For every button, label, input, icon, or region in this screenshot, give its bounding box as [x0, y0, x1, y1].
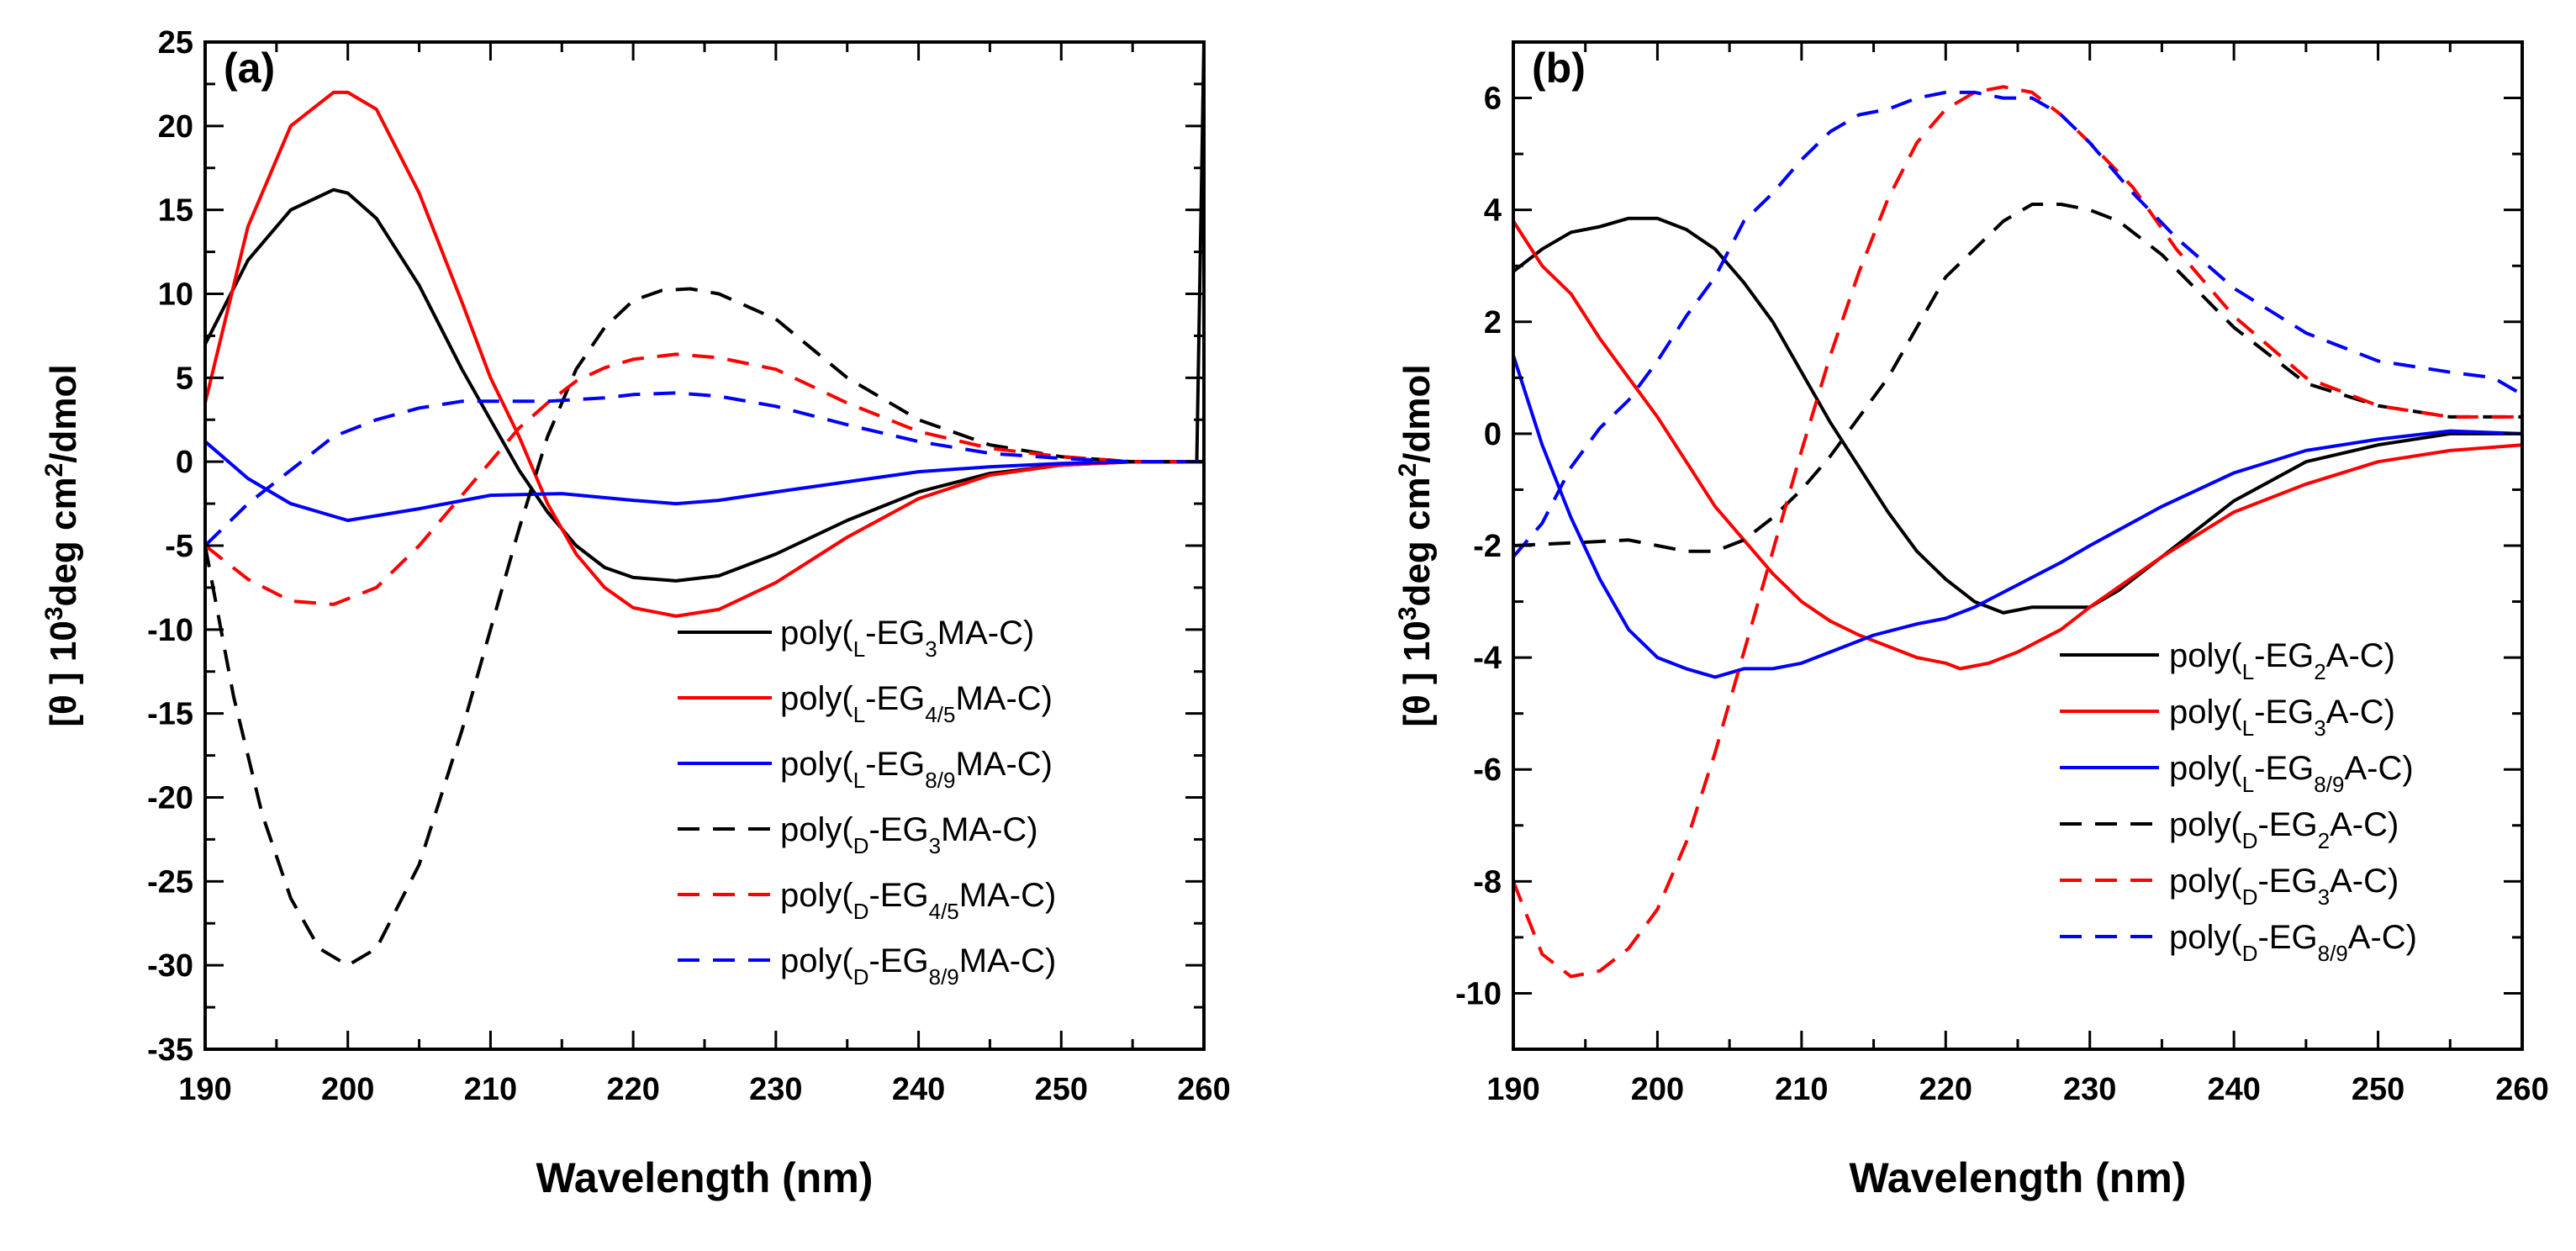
- x-tick-label: 230: [2063, 1072, 2116, 1107]
- series-line-6: [205, 391, 1204, 547]
- series-group: [1513, 85, 2522, 979]
- x-tick-label: 260: [2495, 1072, 2548, 1107]
- y-tick-label: 15: [158, 193, 193, 229]
- legend-entry: poly(D-EG4/5MA-C): [780, 877, 1056, 924]
- legend-entry: poly(L-EG4/5MA-C): [780, 680, 1053, 727]
- legend-entry: poly(L-EG3MA-C): [780, 615, 1034, 662]
- series-line-2: [205, 90, 1204, 618]
- legend-entry: poly(D-EG2A-C): [2169, 806, 2399, 853]
- panel-label: (b): [1532, 45, 1586, 92]
- legend-entry: poly(L-EG3A-C): [2169, 694, 2395, 741]
- legend-entry: poly(L-EG2A-C): [2169, 637, 2395, 684]
- series-line-4: [1513, 203, 2522, 553]
- series-line-3: [1513, 355, 2522, 679]
- legend-entry: poly(D-EG3A-C): [2169, 863, 2399, 910]
- x-tick-label: 230: [749, 1072, 802, 1107]
- y-tick-label: -25: [147, 864, 193, 900]
- y-tick-label: 5: [176, 361, 193, 396]
- legend-entry: poly(D-EG8/9MA-C): [780, 942, 1056, 990]
- y-tick-label: 25: [158, 25, 193, 61]
- y-tick-label: -5: [165, 529, 193, 564]
- y-axis-label: [θ ] 103deg cm2/dmol: [40, 364, 85, 726]
- y-tick-label: -10: [1455, 976, 1502, 1011]
- series-group: [205, 42, 1204, 968]
- x-tick-label: 190: [178, 1072, 231, 1107]
- y-tick-label: -8: [1473, 864, 1502, 900]
- legend-entry: poly(D-EG3MA-C): [780, 811, 1038, 858]
- series-line-5: [1513, 85, 2522, 979]
- y-tick-label: -35: [147, 1032, 193, 1068]
- legend-entry: poly(L-EG8/9MA-C): [780, 746, 1053, 793]
- legend: poly(L-EG3MA-C) poly(L-EG4/5MA-C) poly(L-E…: [678, 615, 1056, 990]
- y-tick-label: -2: [1473, 529, 1502, 564]
- y-axis-label: [θ ] 103deg cm2/dmol: [1394, 364, 1438, 726]
- legend: poly(L-EG2A-C) poly(L-EG3A-C) poly(L-EG8/9…: [2060, 637, 2417, 966]
- x-tick-label: 240: [892, 1072, 945, 1107]
- y-tick-label: 0: [176, 445, 193, 480]
- x-tick-label: 200: [321, 1072, 374, 1107]
- x-tick-label: 200: [1631, 1072, 1684, 1107]
- panel-a: 190 200 210 220 230 240 250 260-35-30-25-20-15-…: [40, 25, 1231, 1201]
- x-tick-label: 240: [2207, 1072, 2260, 1107]
- legend-entry: poly(D-EG8/9A-C): [2169, 919, 2417, 966]
- y-tick-label: -4: [1473, 641, 1502, 676]
- x-tick-label: 220: [606, 1072, 659, 1107]
- series-line-4: [205, 287, 1204, 968]
- legend-entry: poly(L-EG8/9A-C): [2169, 750, 2414, 797]
- series-line-2: [1513, 219, 2522, 671]
- x-tick-label: 250: [2352, 1072, 2404, 1107]
- y-tick-label: 0: [1484, 417, 1502, 452]
- y-tick-label: -10: [147, 613, 193, 648]
- y-tick-label: 10: [158, 277, 193, 313]
- x-tick-label: 260: [1177, 1072, 1230, 1107]
- x-tick-label: 220: [1919, 1072, 1972, 1107]
- y-tick-label: 2: [1484, 305, 1502, 340]
- x-tick-label: 250: [1035, 1072, 1088, 1107]
- y-tick-label: 6: [1484, 82, 1502, 117]
- y-tick-label: -20: [147, 781, 193, 816]
- series-line-6: [1513, 90, 2522, 558]
- y-tick-label: 4: [1484, 193, 1502, 229]
- panel-b: 190 200 210 220 230 240 250 260 -10 -8 -6 -4 -2 0 2 4 6 W…: [1394, 40, 2549, 1201]
- series-line-1: [1513, 216, 2522, 615]
- y-tick-label: -6: [1473, 752, 1502, 788]
- x-tick-label: 210: [1775, 1072, 1828, 1107]
- y-tick-label: 20: [158, 109, 193, 145]
- series-line-5: [205, 352, 1204, 606]
- y-tick-label: -15: [147, 697, 193, 732]
- panel-label: (a): [224, 45, 275, 92]
- series-line-3: [205, 440, 1204, 522]
- x-tick-label: 210: [464, 1072, 517, 1107]
- x-axis-label: Wavelength (nm): [1850, 1154, 2187, 1201]
- x-tick-label: 190: [1486, 1072, 1539, 1107]
- y-tick-label: -30: [147, 948, 193, 984]
- x-axis-label: Wavelength (nm): [536, 1154, 874, 1201]
